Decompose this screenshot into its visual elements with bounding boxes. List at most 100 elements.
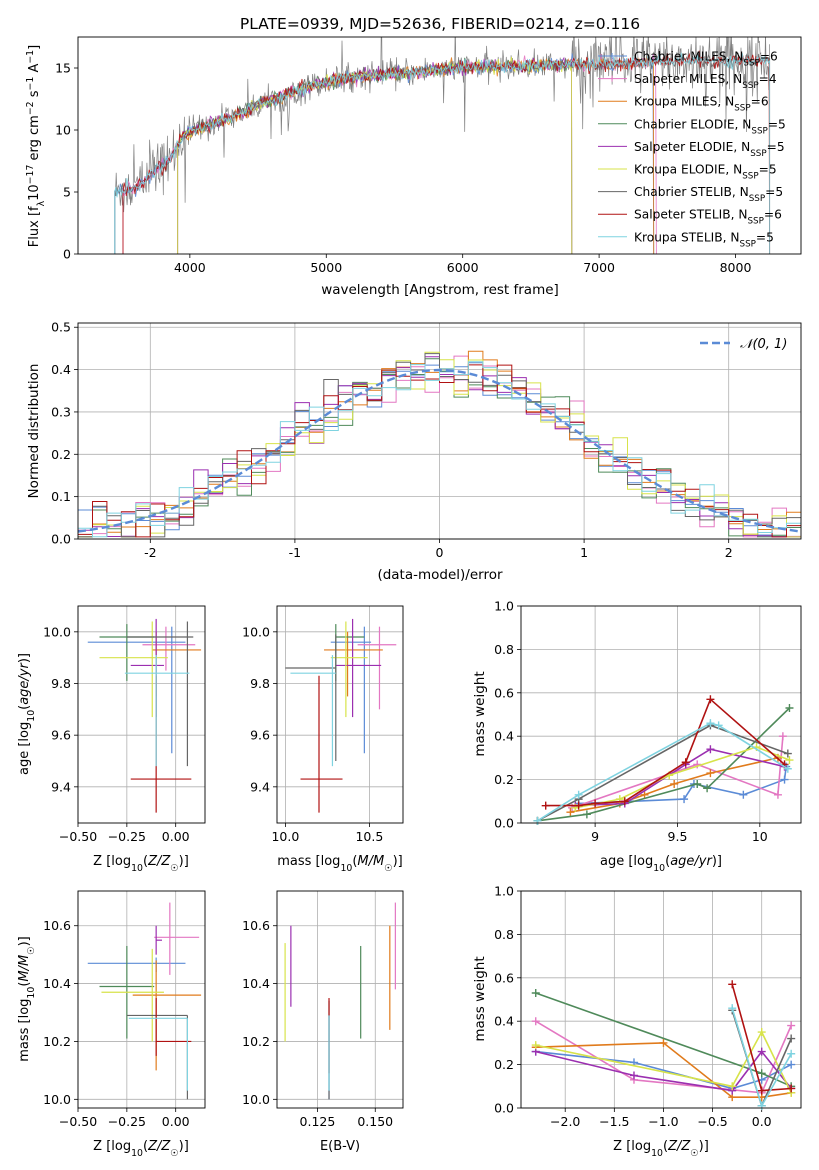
y-axis-label: Normed distribution [26,364,42,499]
data-point-marker [757,1069,766,1078]
normal-distribution-curve [78,368,801,533]
y-tick-label: 9.6 [250,728,270,743]
data-point-marker [659,1038,668,1047]
x-tick-label: 7000 [583,260,615,275]
x-tick-label: 0.00 [162,1114,190,1129]
data-point-marker [778,732,787,741]
spectrum-legend: Chabrier MILES, NSSP=6 Salpeter MILES, NS… [598,50,786,249]
legend-entry: Chabrier MILES, NSSP=6 [634,50,778,69]
y-tick-label: 0.0 [494,816,514,831]
y-tick-label: 0.2 [494,1057,514,1072]
data-point-marker [706,695,715,704]
data-point-marker [574,790,583,799]
data-point-marker [787,1084,796,1093]
x-tick-label: 5000 [310,260,342,275]
data-point-marker [783,764,792,773]
x-tick-label: 0.125 [300,1114,336,1129]
data-point-marker [681,758,690,767]
x-tick-label: 10.0 [271,829,299,844]
data-point-marker [640,790,649,799]
y-tick-label: 10.0 [242,1092,270,1107]
y-tick-label: 10.2 [242,1034,270,1049]
data-point-marker [629,1071,638,1080]
data-point-marker [670,779,679,788]
x-axis-label: age [log10(age/yr)] [600,854,722,874]
observed-spectrum [114,37,770,213]
data-point-marker [574,801,583,810]
x-axis-label: Z [log10(Z/Z☉)] [93,1139,189,1159]
data-point-marker [757,1101,766,1110]
residual-histogram [78,353,801,538]
data-point-marker [706,745,715,754]
data-point-marker [714,721,723,730]
mass_vs_ebv-axes: 0.125 0.150 10.0 10.2 10.4 10.6 E(B-V) [242,890,404,1154]
x-tick-label: -2 [144,545,156,560]
x-tick-label: 2 [725,545,733,560]
y-axis-label: Flux [fλ10−17 erg cm−2 s−1 A−1] [25,45,47,247]
y-axis-label: mass weight [472,671,488,756]
legend-entry: Salpeter MILES, NSSP=4 [634,72,777,91]
model-spectrum-line [177,56,573,254]
x-tick-label: −0.5 [697,1114,727,1129]
x-axis-label: Z [log10(Z/Z☉)] [93,854,189,874]
mass-weight-line [575,748,785,807]
model-spectrum-line [122,53,657,254]
data-point-marker [785,756,794,765]
x-axis-label: mass [log10(M/M☉)] [277,854,403,874]
x-axis-label: wavelength [Angstrom, rest frame] [321,282,559,298]
axes-frame [520,605,802,824]
y-tick-label: 0.2 [494,772,514,787]
data-point-marker [706,769,715,778]
data-point-marker [728,1004,737,1013]
y-tick-label: 1.0 [494,599,514,614]
data-point-marker [531,1017,540,1026]
x-tick-label: 6000 [447,260,479,275]
y-tick-label: 10.4 [242,976,270,991]
y-tick-label: 15 [55,61,71,76]
data-point-marker [773,790,782,799]
data-point-marker [680,795,689,804]
data-point-marker [785,703,794,712]
x-tick-label: 0.00 [162,829,190,844]
axes-frame [276,605,404,824]
mass-weight-line [537,724,789,822]
y-tick-label: 9.4 [51,779,71,794]
y-tick-label: 9.8 [51,676,71,691]
x-tick-label: −2.0 [550,1114,580,1129]
data-point-marker [706,719,715,728]
y-tick-label: 0.6 [494,685,514,700]
x-tick-label: 8000 [720,260,752,275]
x-tick-label: −0.25 [108,1114,146,1129]
mass_vs_Z-axes: −0.50 −0.25 0.00 10.0 10.2 10.4 10.6 Z [log10(Z… [17,890,206,1159]
data-point-marker [780,775,789,784]
model-spectrum-line [177,56,573,254]
data-point-marker [693,760,702,769]
data-point-marker [693,779,702,788]
mass_weight_vs_Z-axes: −2.0 −1.5 −1.0 −0.5 0.0 0.0 0.2 0.4 0.6 0.8 1.0 Z [… [472,884,802,1159]
y-tick-label: 0.3 [51,404,71,419]
axes-frame [77,890,206,1109]
age_vs_Z-axes: −0.50 −0.25 0.00 9.4 9.6 9.8 10.0 Z [log10(Z/Z☉… [17,605,206,874]
age_vs_mass-axes: 10.0 10.5 9.4 9.6 9.8 10.0 mass [log10(M/M☉)] [242,605,404,874]
legend-entry: Kroupa ELODIE, NSSP=5 [634,163,777,182]
x-tick-label: 0.0 [752,1114,772,1129]
data-point-marker [582,810,591,819]
data-point-marker [757,1086,766,1095]
data-point-marker [591,799,600,808]
x-tick-label: −1.5 [599,1114,629,1129]
y-axis-label: mass weight [472,956,488,1041]
x-tick-label: 4000 [174,260,206,275]
mass-weight-line [535,1020,792,1094]
y-tick-label: 0.4 [494,729,514,744]
mass-weight-line [570,757,779,813]
y-tick-label: 1.0 [494,884,514,899]
x-tick-label: 1 [580,545,588,560]
legend-entry: Kroupa MILES, NSSP=6 [634,95,769,114]
legend-entry: 𝒩(0, 1) [740,337,787,352]
x-tick-label: 10 [752,829,768,844]
legend-entry: Kroupa STELIB, NSSP=5 [634,230,774,249]
axes-frame [276,890,404,1109]
y-tick-label: 10.6 [43,918,71,933]
y-tick-label: 0.8 [494,927,514,942]
